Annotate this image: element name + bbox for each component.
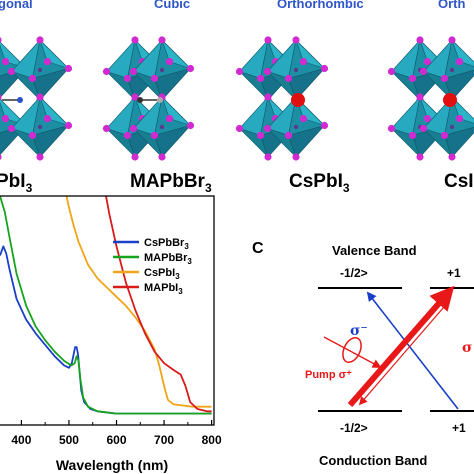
legend-label-CsPbI3: CsPbI3 bbox=[144, 267, 180, 281]
phase-label-orthorhombic-2: Orth bbox=[438, 0, 466, 11]
phase-label-orthorhombic: Orthorhombic bbox=[277, 0, 364, 11]
cb-left-level-label: -1/2> bbox=[340, 421, 368, 435]
valence-band-label: Valence Band bbox=[332, 243, 417, 258]
cation-ma bbox=[137, 97, 163, 103]
cation-cs bbox=[291, 93, 305, 107]
octahedron-13 bbox=[419, 36, 474, 104]
series-line-MAPbI3 bbox=[105, 195, 212, 413]
crystal-structures bbox=[0, 36, 474, 161]
series-line-CsPbI3 bbox=[65, 195, 212, 408]
legend-label-MAPbBr3: MAPbBr3 bbox=[144, 252, 192, 266]
formula-label-3: CsPbI3 bbox=[289, 171, 350, 195]
cb-right-level-label: +1 bbox=[452, 421, 466, 435]
phase-label-hexagonal: gonal bbox=[0, 0, 33, 11]
emission-arrow bbox=[358, 299, 451, 406]
cation-cs-2 bbox=[443, 93, 457, 107]
vb-right-level-label: +1 bbox=[447, 266, 461, 280]
sigma-right-label: σ bbox=[462, 340, 472, 356]
octahedron-3 bbox=[7, 93, 73, 161]
pump-label: Pump σ⁺ bbox=[305, 369, 352, 381]
pump-spin-icon bbox=[323, 336, 382, 368]
x-tick-label-400: 400 bbox=[11, 433, 31, 447]
x-axis-label: Wavelength (nm) bbox=[56, 457, 168, 473]
x-tick-label-600: 600 bbox=[106, 433, 126, 447]
plot-frame bbox=[0, 195, 215, 426]
sigma-minus-arrow bbox=[366, 291, 459, 410]
octahedron-7 bbox=[129, 93, 195, 161]
cation-ma-2 bbox=[2, 97, 23, 103]
x-tick-label-800: 800 bbox=[202, 433, 222, 447]
x-tick-label-500: 500 bbox=[59, 433, 79, 447]
legend-label-MAPbI3: MAPbI3 bbox=[144, 282, 183, 296]
legend-label-CsPbBr3: CsPbBr3 bbox=[144, 237, 189, 251]
octahedron-5 bbox=[129, 36, 195, 104]
formula-label-2: MAPbBr3 bbox=[130, 171, 212, 195]
panel-label-c: C bbox=[252, 240, 264, 257]
formula-label-4: CsI bbox=[444, 171, 474, 192]
octahedron-15 bbox=[419, 93, 474, 161]
pump-sigma-plus-arrow bbox=[347, 285, 455, 407]
series-line-MAPbBr3 bbox=[0, 195, 212, 415]
x-tick-label-700: 700 bbox=[154, 433, 174, 447]
conduction-band-label: Conduction Band bbox=[319, 453, 427, 468]
octahedron-9 bbox=[263, 36, 329, 104]
phase-label-cubic: Cubic bbox=[154, 0, 191, 11]
formula-label-1: PbI3 bbox=[0, 171, 33, 195]
vb-left-level-label: -1/2> bbox=[340, 266, 368, 280]
octahedron-1 bbox=[7, 36, 73, 104]
sigma-minus-label: σ⁻ bbox=[350, 323, 368, 339]
